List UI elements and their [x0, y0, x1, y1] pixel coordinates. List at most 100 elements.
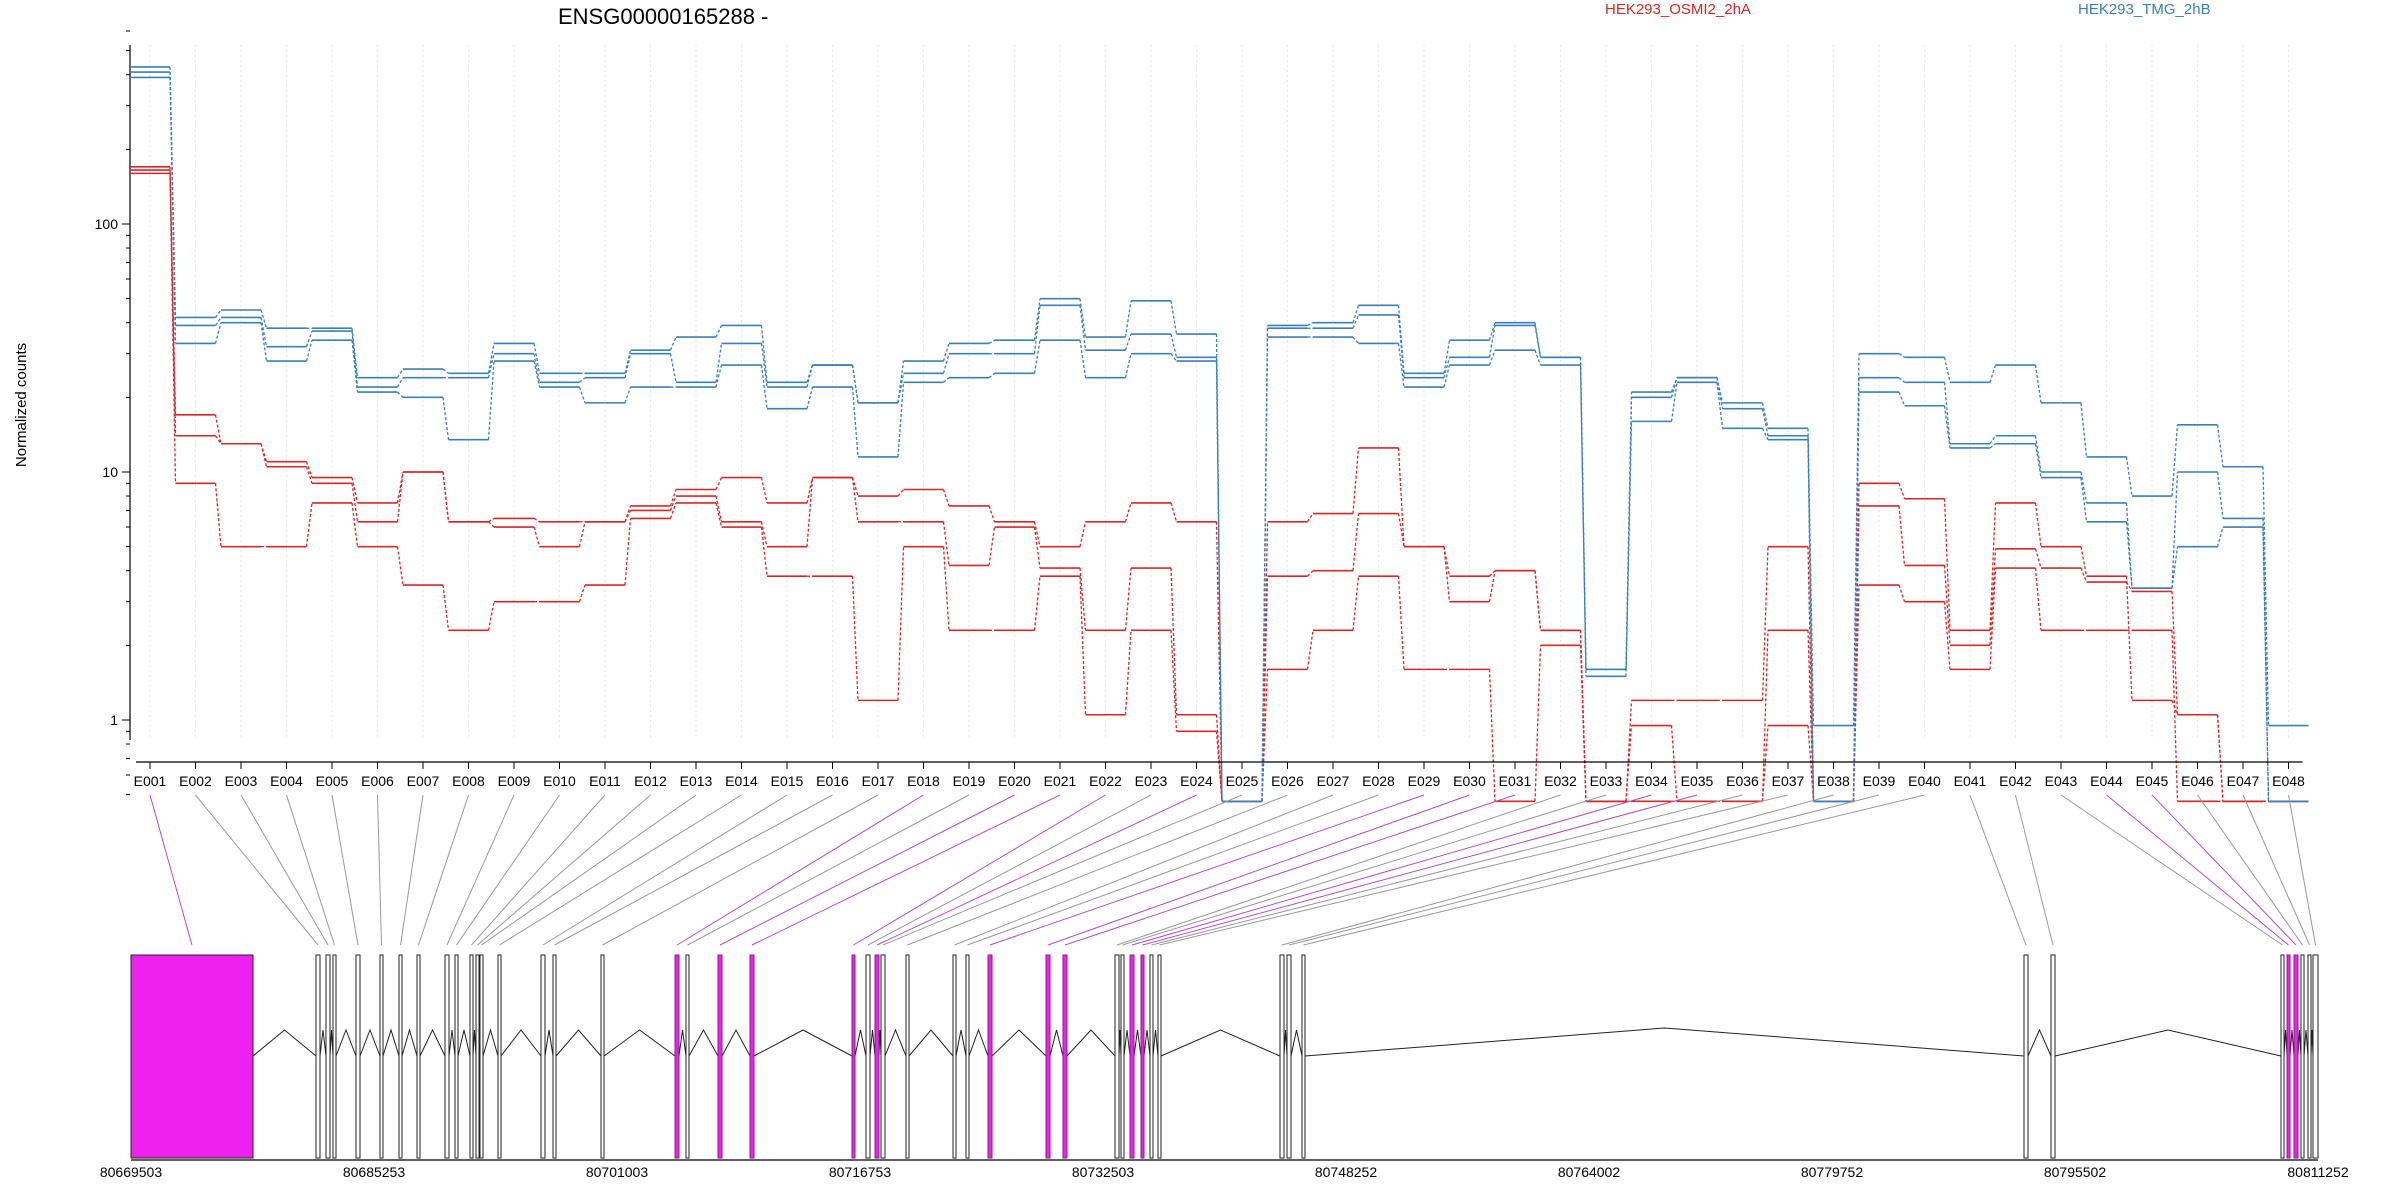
series-connector [1943, 382, 1951, 444]
series-connector [1898, 483, 1906, 499]
exon-block [479, 954, 484, 1159]
series-connector [760, 477, 768, 504]
x-tick-label: E022 [1089, 773, 1122, 789]
intron-line [1152, 1029, 1159, 1057]
connector-line [1122, 794, 1607, 946]
x-tick-label: E040 [1908, 773, 1941, 789]
series-connector [1079, 298, 1087, 338]
series-connector [1761, 725, 1769, 802]
series-connector [806, 386, 814, 409]
x-tick-label: E046 [2181, 773, 2214, 789]
series-connector [1079, 340, 1087, 378]
x-tick-label: E005 [316, 773, 349, 789]
series-connector [942, 521, 950, 566]
series-connector [396, 368, 404, 379]
series-connector [624, 349, 632, 374]
series-connector [1761, 546, 1769, 701]
series-connector [1352, 314, 1360, 329]
series-connector [1488, 570, 1496, 602]
series-connector [851, 477, 859, 522]
series-connector [2216, 424, 2224, 467]
intron-line [1290, 1029, 1303, 1057]
series-connector [1352, 336, 1359, 344]
intron-line [991, 1029, 1047, 1057]
exon-block [454, 954, 459, 1159]
x-tick-label: E010 [543, 773, 576, 789]
x-tick-label: E006 [361, 773, 394, 789]
intron-line [908, 1029, 954, 1057]
intron-line [448, 1029, 456, 1057]
coordinate-tick-label: 80701003 [586, 1164, 649, 1180]
intron-line [252, 1029, 317, 1057]
series-line-3 [130, 172, 2309, 803]
x-tick-label: E027 [1317, 773, 1350, 789]
series-connector [715, 502, 723, 528]
series-connector [1989, 567, 1997, 670]
series-connector [1079, 567, 1087, 631]
series-connector [1443, 364, 1451, 388]
series-connector [1352, 513, 1360, 571]
series-connector [396, 546, 404, 586]
intron-line [603, 1029, 676, 1057]
connector-line [1159, 794, 1789, 946]
series-connector [760, 521, 768, 547]
series-connector [1170, 333, 1178, 358]
series-connector [2080, 546, 2088, 577]
exon-block [905, 954, 910, 1159]
series-connector [760, 343, 768, 388]
x-tick-label: E033 [1590, 773, 1623, 789]
x-tick-label: E047 [2227, 773, 2260, 789]
series-line-4 [130, 66, 2309, 803]
series-connector [1670, 377, 1678, 398]
series-connector [1761, 428, 1769, 440]
series-connector [1307, 322, 1314, 326]
connector-line [331, 794, 359, 946]
series-connector [1215, 731, 1223, 802]
series-connector [806, 477, 814, 547]
intron-line [884, 1028, 907, 1057]
series-connector [351, 328, 359, 378]
connector-line [377, 794, 382, 946]
series-connector [396, 471, 404, 522]
exon-connector-lines [149, 794, 2316, 946]
grid-lines [149, 45, 2289, 740]
series-connector [487, 353, 495, 378]
series-connector [806, 364, 814, 388]
intron-line [359, 1028, 381, 1057]
series-connector [1170, 630, 1178, 732]
connector-line [456, 794, 560, 946]
series-connector [2125, 581, 2133, 592]
series-connector [1807, 725, 1815, 802]
series-connector [1989, 364, 1997, 383]
x-tick-label: E034 [1635, 773, 1668, 789]
series-connector [1079, 305, 1087, 351]
connector-line [1281, 794, 1834, 946]
intron-line [419, 1028, 446, 1057]
connector-line [907, 794, 1288, 946]
exon-block [2293, 954, 2299, 1159]
connector-line [1116, 794, 1561, 946]
series-connector [1033, 576, 1041, 631]
exon-block [952, 954, 957, 1159]
exon-block [379, 954, 384, 1159]
intron-line [482, 1028, 499, 1057]
series-connector [1033, 526, 1041, 569]
series-connector [942, 353, 950, 374]
series-connector [1852, 505, 1860, 802]
connector-line [149, 794, 193, 946]
series-connector [1989, 443, 1996, 449]
series-connector [2216, 471, 2224, 519]
series-connector [669, 489, 677, 507]
series-connector [1898, 353, 1905, 358]
series-connector [669, 495, 677, 511]
intron-line [1066, 1029, 1116, 1057]
intron-line [335, 1028, 357, 1057]
series-connector [2034, 567, 2042, 631]
exon-block [497, 954, 502, 1159]
series-connector [442, 368, 449, 374]
x-tick-label: E037 [1772, 773, 1805, 789]
y-axis: 1 10 100 [95, 30, 131, 796]
x-tick-label: E030 [1453, 773, 1486, 789]
intron-line [854, 1029, 867, 1057]
y-tick-label: 100 [95, 216, 119, 232]
